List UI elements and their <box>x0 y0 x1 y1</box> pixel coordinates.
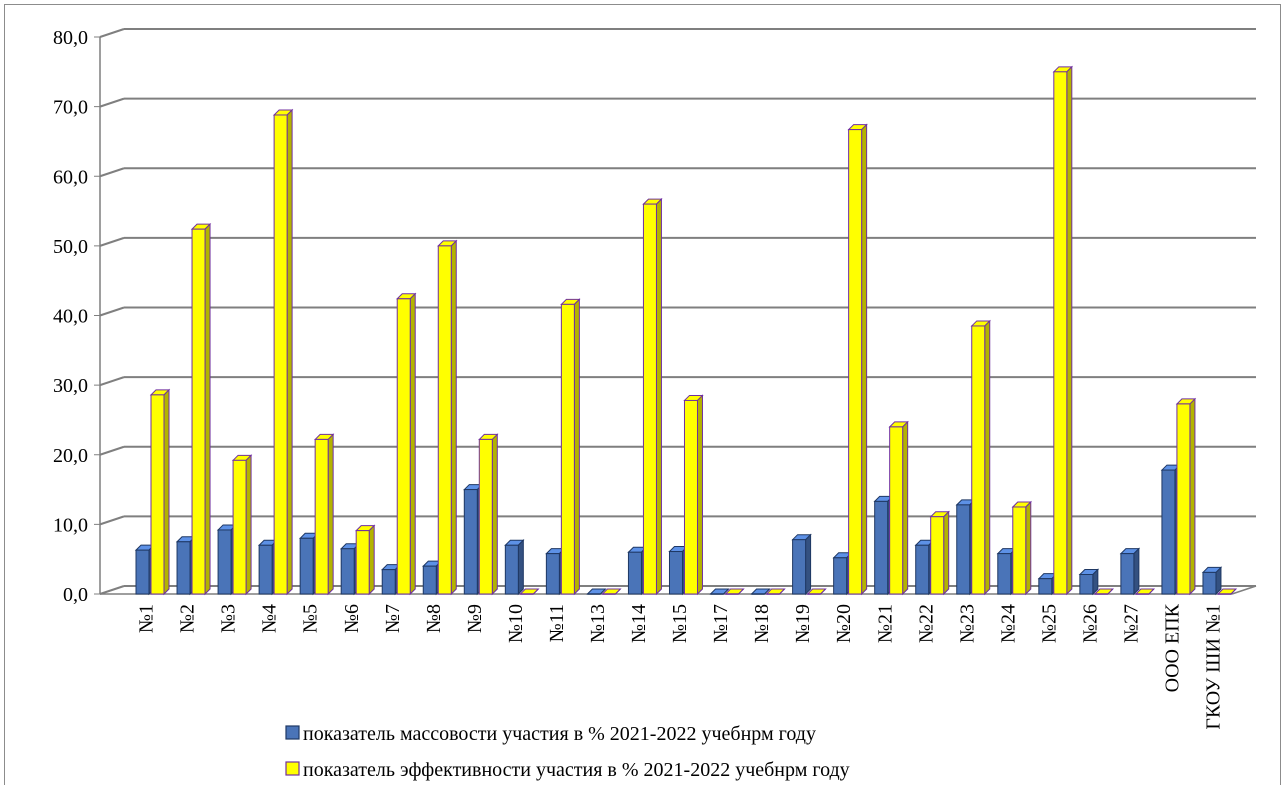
legend-label: показатель эффективности участия в % 202… <box>303 759 850 781</box>
bar <box>1175 397 1197 596</box>
bar <box>1037 572 1059 596</box>
x-tick-label: №1 <box>136 604 158 633</box>
bar <box>396 292 417 596</box>
bar <box>231 454 253 596</box>
x-tick-label: №2 <box>177 604 199 633</box>
bar <box>1216 588 1238 595</box>
x-tick-label: №18 <box>751 604 773 643</box>
bars <box>134 65 1238 596</box>
x-tick-label: №21 <box>874 604 896 643</box>
y-tick-label: 50,0 <box>53 236 88 258</box>
bar <box>545 547 566 596</box>
x-tick-label: №24 <box>997 604 1019 643</box>
bar <box>1201 566 1223 596</box>
bar <box>1119 547 1141 596</box>
x-tick-label: ГКОУ ШИ №1 <box>1203 604 1225 730</box>
y-tick-label: 80,0 <box>53 27 88 49</box>
y-tick-label: 70,0 <box>53 97 88 119</box>
y-tick-label: 20,0 <box>53 445 88 467</box>
legend-swatch <box>285 725 300 740</box>
x-tick-label: №19 <box>792 604 814 643</box>
x-tick-label: №7 <box>382 604 404 633</box>
x-tick-label: №23 <box>956 604 978 643</box>
x-tick-label: №9 <box>464 604 486 633</box>
bar <box>478 433 499 596</box>
bar <box>724 588 745 595</box>
x-tick-label: №26 <box>1079 604 1101 643</box>
bar <box>519 588 540 595</box>
bar <box>504 539 525 596</box>
legend-swatch <box>285 761 300 776</box>
x-tick-label: №6 <box>341 604 363 633</box>
x-tick-label: №4 <box>259 604 281 633</box>
gridline-side <box>99 167 125 178</box>
bar <box>1011 500 1032 596</box>
bar <box>1134 588 1156 595</box>
x-tick-label: №20 <box>833 604 855 643</box>
legend-item: показатель эффективности участия в % 202… <box>285 759 850 781</box>
x-tick-label: №10 <box>505 604 527 643</box>
floor-edge <box>1231 585 1257 595</box>
x-tick-label: №13 <box>587 604 609 643</box>
bar <box>313 433 335 596</box>
bar <box>683 394 704 596</box>
x-tick-label: №11 <box>546 604 568 642</box>
legend: показатель массовости участия в % 2021-2… <box>285 723 850 781</box>
gridline-side <box>99 515 125 526</box>
y-axis-ticks: 0,0 10,0 20,0 30,0 40,0 50,0 60,0 70,0 80,0 <box>53 27 88 606</box>
x-tick-label: №25 <box>1038 604 1060 643</box>
y-tick-label: 40,0 <box>53 306 88 328</box>
x-tick-label: №8 <box>423 604 445 633</box>
bar <box>1093 588 1115 595</box>
x-tick-label: №3 <box>218 604 240 633</box>
bar <box>272 108 294 596</box>
gridlines <box>94 28 1257 595</box>
x-tick-label: ООО ЕПК <box>1162 603 1184 692</box>
x-tick-label: №17 <box>710 604 732 643</box>
bar <box>750 588 771 595</box>
gridline-side <box>99 97 125 108</box>
bar <box>354 524 376 596</box>
x-tick-label: №22 <box>915 604 937 643</box>
y-tick-label: 10,0 <box>53 514 88 536</box>
gridline-side <box>99 376 125 387</box>
x-tick-label: №15 <box>669 604 691 643</box>
gridline-side <box>99 585 125 595</box>
bar <box>1078 568 1100 596</box>
bar <box>970 319 991 596</box>
bar <box>437 239 458 596</box>
bar <box>806 588 827 595</box>
x-tick-label: №5 <box>300 604 322 633</box>
bar <box>709 588 730 595</box>
gridline-side <box>99 236 125 247</box>
bar <box>1052 65 1074 596</box>
bar <box>847 123 868 596</box>
bar <box>586 588 607 595</box>
legend-item: показатель массовости участия в % 2021-2… <box>285 723 816 745</box>
y-tick-label: 60,0 <box>53 166 88 188</box>
bar <box>765 588 786 595</box>
gridline-side <box>99 445 125 456</box>
bar <box>791 533 812 596</box>
gridline-side <box>99 306 125 317</box>
legend-label: показатель массовости участия в % 2021-2… <box>303 723 816 745</box>
bar <box>560 298 581 596</box>
y-tick-label: 30,0 <box>53 375 88 397</box>
bar <box>601 588 622 595</box>
bar <box>642 197 663 596</box>
bar <box>149 388 171 596</box>
bar <box>929 510 950 596</box>
x-tick-label: №14 <box>628 604 650 643</box>
y-tick-label: 0,0 <box>63 584 88 606</box>
bar <box>888 420 909 596</box>
bar <box>190 222 212 596</box>
x-tick-label: №27 <box>1120 604 1142 643</box>
gridline-side <box>99 28 125 38</box>
x-axis-ticks: №1 №2 №3 №4 №5 №6 №7 №8 №9 №10 №11 №13 №14 №15 №17 №18 №… <box>136 603 1225 729</box>
